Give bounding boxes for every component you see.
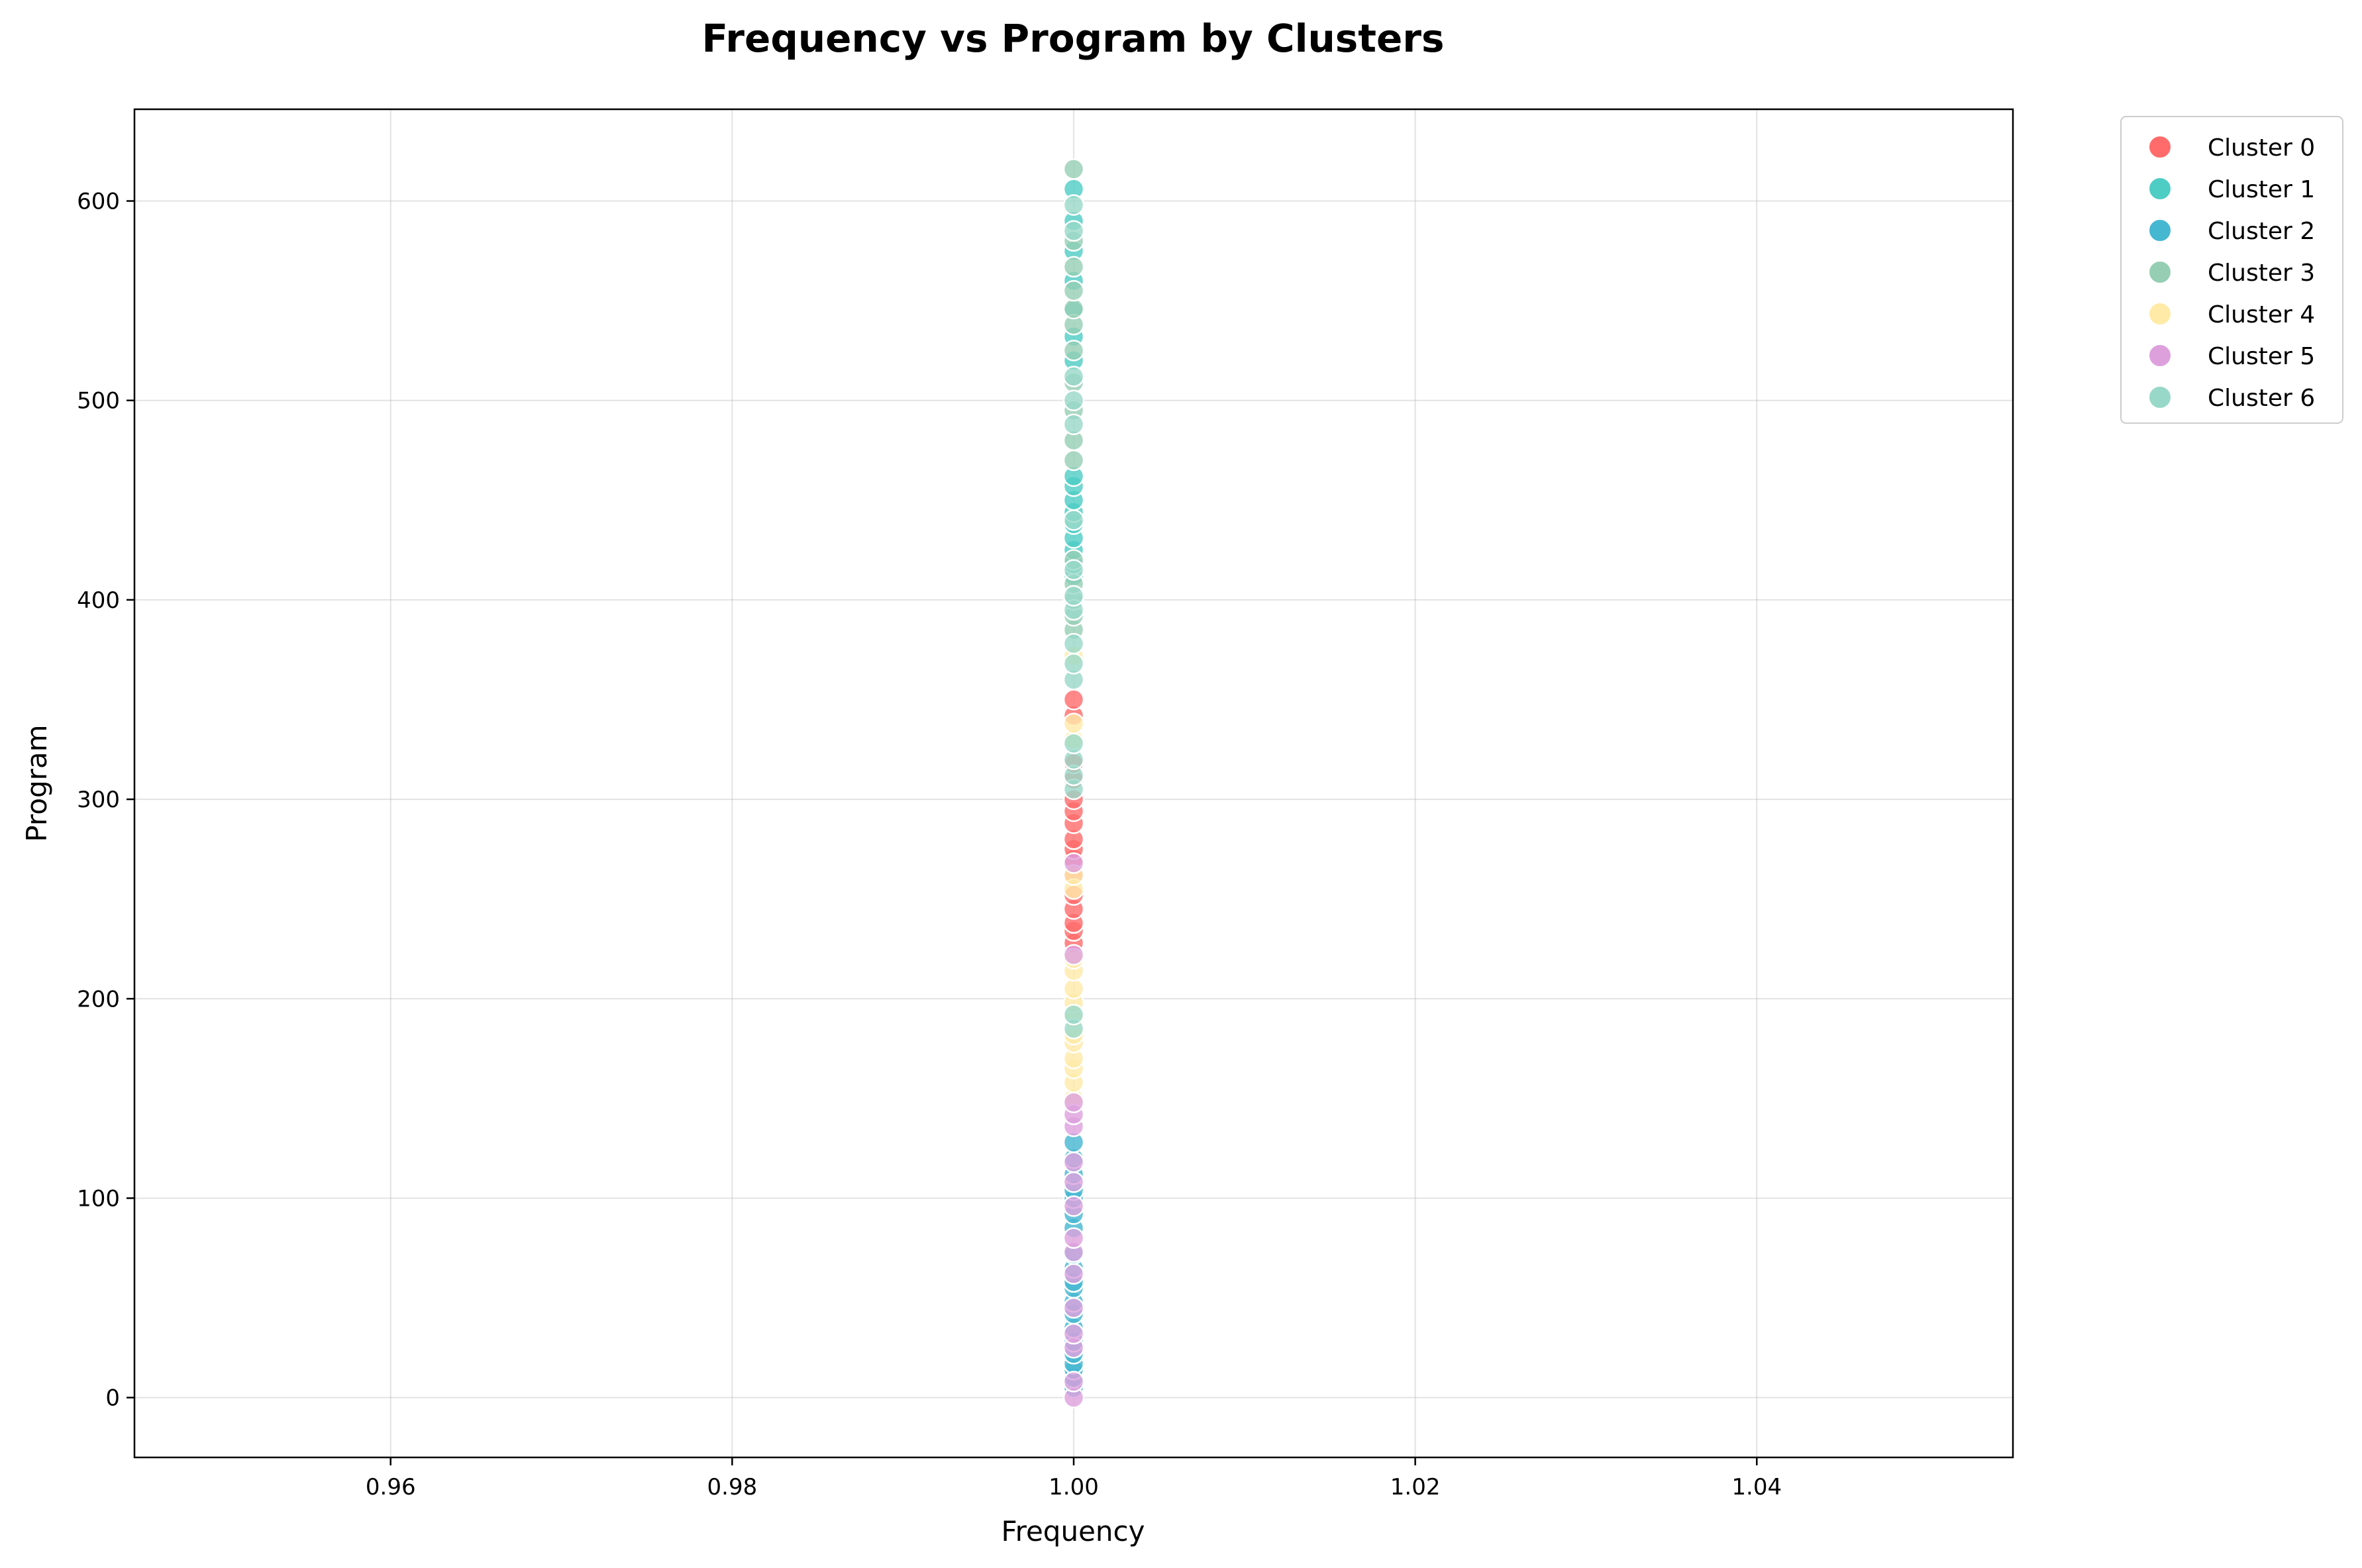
scatter-point bbox=[1062, 944, 1085, 966]
scatter-point bbox=[1062, 366, 1085, 387]
scatter-point bbox=[1062, 1371, 1085, 1393]
scatter-point bbox=[1062, 220, 1085, 242]
data-points bbox=[1062, 158, 1085, 1408]
y-axis-ticks: 0 100 200 300 400 500 600 bbox=[77, 189, 134, 1412]
series-cluster-5 bbox=[1062, 852, 1085, 1408]
legend-marker bbox=[2148, 385, 2172, 409]
scatter-point bbox=[1062, 256, 1085, 278]
scatter-point bbox=[1062, 559, 1085, 581]
series-cluster-6 bbox=[1062, 194, 1085, 1040]
scatter-point bbox=[1062, 413, 1085, 436]
scatter-point bbox=[1062, 340, 1085, 362]
legend-label: Cluster 2 bbox=[2208, 218, 2315, 245]
scatter-point bbox=[1062, 1171, 1085, 1193]
scatter-point bbox=[1062, 1195, 1085, 1217]
legend-label: Cluster 3 bbox=[2208, 260, 2315, 287]
x-tick-label: 1.00 bbox=[1049, 1474, 1099, 1500]
x-tick-label: 1.02 bbox=[1390, 1474, 1441, 1500]
scatter-point bbox=[1062, 689, 1085, 710]
scatter-point bbox=[1062, 1091, 1085, 1114]
scatter-point bbox=[1062, 653, 1085, 675]
legend-marker bbox=[2148, 177, 2172, 201]
legend-marker bbox=[2148, 219, 2172, 242]
x-tick-label: 0.98 bbox=[707, 1474, 758, 1500]
scatter-point bbox=[1062, 194, 1085, 216]
scatter-point bbox=[1062, 509, 1085, 531]
scatter-point bbox=[1062, 279, 1085, 302]
legend-label: Cluster 0 bbox=[2208, 134, 2315, 162]
plot-area bbox=[133, 108, 2014, 1459]
scatter-point bbox=[1062, 1227, 1085, 1249]
chart-title: Frequency vs Program by Clusters bbox=[701, 16, 1444, 61]
y-tick-label: 100 bbox=[77, 1185, 120, 1212]
scatter-point bbox=[1062, 852, 1085, 874]
y-tick-label: 600 bbox=[77, 189, 120, 215]
scatter-point bbox=[1062, 1297, 1085, 1319]
legend-marker bbox=[2148, 344, 2172, 368]
legend-label: Cluster 4 bbox=[2208, 301, 2315, 328]
scatter-point bbox=[1062, 585, 1085, 607]
legend-frame bbox=[2120, 116, 2343, 424]
legend-marker bbox=[2148, 135, 2172, 159]
y-tick-label: 0 bbox=[105, 1385, 120, 1412]
scatter-point bbox=[1062, 158, 1085, 180]
x-axis-ticks: 0.96 0.98 1.00 1.02 1.04 bbox=[366, 1457, 1782, 1500]
y-tick-label: 200 bbox=[77, 986, 120, 1012]
legend: Cluster 0 Cluster 1 Cluster 2 Cluster 3 Clus… bbox=[2120, 116, 2343, 424]
scatter-point bbox=[1062, 732, 1085, 755]
scatter-point bbox=[1062, 389, 1085, 411]
legend-label: Cluster 6 bbox=[2208, 385, 2315, 412]
scatter-point bbox=[1062, 977, 1085, 1000]
y-tick-label: 500 bbox=[77, 388, 120, 415]
scatter-point bbox=[1062, 297, 1085, 320]
y-axis-label: Program bbox=[21, 724, 53, 842]
scatter-point bbox=[1062, 632, 1085, 655]
scatter-point bbox=[1062, 449, 1085, 471]
scatter-point bbox=[1062, 1151, 1085, 1173]
legend-label: Cluster 5 bbox=[2208, 343, 2315, 370]
scatter-point bbox=[1062, 1323, 1085, 1345]
legend-marker bbox=[2148, 302, 2172, 326]
x-tick-label: 0.96 bbox=[366, 1474, 416, 1500]
legend-marker bbox=[2148, 260, 2172, 284]
y-tick-label: 400 bbox=[77, 587, 120, 614]
scatter-point bbox=[1062, 712, 1085, 734]
legend-label: Cluster 1 bbox=[2208, 176, 2315, 203]
x-axis-label: Frequency bbox=[1001, 1515, 1145, 1547]
scatter-point bbox=[1062, 1263, 1085, 1285]
y-tick-label: 300 bbox=[77, 787, 120, 813]
x-tick-label: 1.04 bbox=[1731, 1474, 1782, 1500]
scatter-point bbox=[1062, 1004, 1085, 1026]
